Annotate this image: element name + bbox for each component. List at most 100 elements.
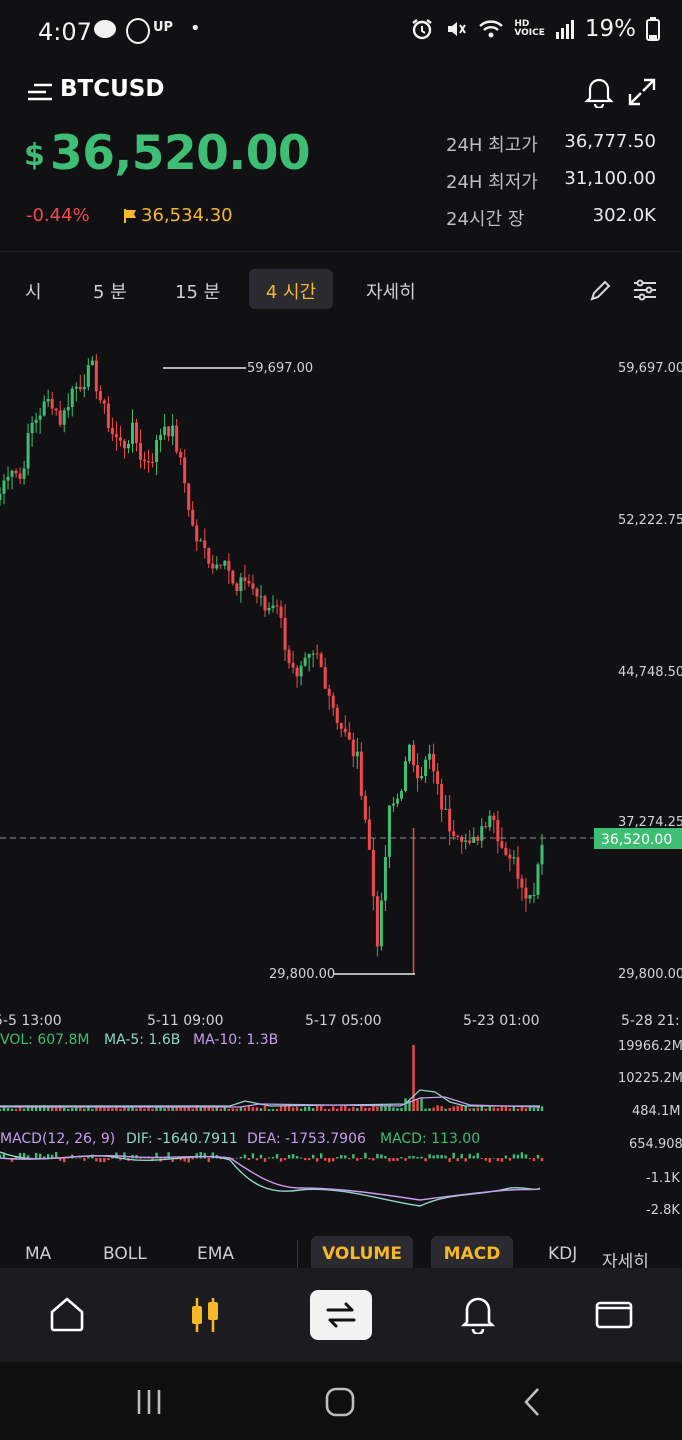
- candle-body: [74, 386, 78, 389]
- volume-bar: [247, 1105, 251, 1111]
- tab-indicator-ma[interactable]: MA: [25, 1244, 52, 1264]
- volume-bar: [95, 1105, 98, 1111]
- signal-icon: [555, 20, 574, 39]
- home-icon[interactable]: [49, 1296, 85, 1332]
- home-button-icon[interactable]: [324, 1386, 356, 1418]
- volume-bar: [179, 1106, 182, 1111]
- tab-indicator-more[interactable]: 자세히: [602, 1252, 649, 1272]
- volume-bar: [468, 1108, 471, 1111]
- tab-indicator-ema[interactable]: EMA: [197, 1244, 235, 1264]
- tab-timeframe-hour[interactable]: 시: [25, 282, 42, 303]
- volume-bar: [508, 1108, 512, 1111]
- macd-bar: [22, 1153, 26, 1159]
- candle-body: [448, 808, 452, 832]
- settings-sliders-icon[interactable]: [632, 277, 658, 303]
- volume-bar: [295, 1106, 299, 1111]
- pencil-icon[interactable]: [588, 277, 614, 303]
- macd-bar: [524, 1154, 528, 1159]
- candle-body: [183, 457, 187, 484]
- candle-body: [163, 426, 167, 435]
- vol-axis-label: 10225.2M: [618, 1071, 682, 1086]
- candle-body: [38, 415, 42, 420]
- macd-bar: [2, 1152, 6, 1159]
- candle-body: [432, 753, 436, 772]
- candle-body: [335, 707, 339, 724]
- recent-apps-icon[interactable]: [135, 1388, 163, 1416]
- macd-bar: [480, 1158, 483, 1159]
- candle-body: [46, 398, 50, 402]
- volume-bar: [392, 1107, 395, 1111]
- macd-bar: [235, 1157, 239, 1159]
- volume-bar: [332, 1106, 335, 1111]
- candle-body: [420, 776, 424, 779]
- macd-bar: [119, 1158, 122, 1161]
- macd-bar: [520, 1152, 524, 1159]
- macd-bar: [251, 1153, 255, 1159]
- volume-bar: [536, 1106, 540, 1111]
- volume-bar: [456, 1105, 459, 1111]
- tab-indicator-boll[interactable]: BOLL: [103, 1244, 147, 1264]
- macd-bar: [143, 1158, 146, 1159]
- indicator-divider: [297, 1240, 298, 1268]
- notification-bell-icon[interactable]: [460, 1294, 496, 1334]
- candle-body: [484, 826, 488, 828]
- macd-dea-line: [0, 1154, 541, 1201]
- tab-indicator-kdj[interactable]: KDJ: [548, 1244, 578, 1264]
- volume-bar: [440, 1106, 443, 1111]
- bell-icon[interactable]: [584, 76, 614, 108]
- volume-bar: [159, 1107, 162, 1111]
- candle-body: [540, 844, 544, 865]
- candle-body: [122, 440, 126, 449]
- candle-body: [171, 425, 175, 437]
- tab-timeframe-more[interactable]: 자세히: [366, 282, 416, 303]
- volume-bar: [328, 1108, 331, 1111]
- vol-axis-label: 484.1M: [632, 1104, 680, 1119]
- macd-bar: [231, 1158, 235, 1160]
- volume-bar: [151, 1108, 154, 1111]
- volume-bar: [303, 1106, 307, 1111]
- volume-bar: [336, 1108, 339, 1111]
- macd-bar: [384, 1156, 387, 1159]
- candles-icon[interactable]: [187, 1296, 223, 1334]
- macd-bar: [412, 1155, 415, 1159]
- volume-bar: [319, 1106, 323, 1111]
- volume-bar: [235, 1108, 239, 1111]
- price-chart[interactable]: 59,697.00 29,800.00 59,697.00 52,222.75 …: [0, 330, 682, 1230]
- tab-indicator-volume[interactable]: VOLUME: [311, 1236, 413, 1274]
- volume-bar: [14, 1108, 18, 1111]
- volume-bar: [520, 1106, 524, 1111]
- trade-button[interactable]: [310, 1290, 372, 1340]
- volume-bar: [67, 1108, 70, 1111]
- volume-bar: [424, 1108, 427, 1111]
- macd-bar: [452, 1152, 455, 1159]
- alarm-icon: [412, 19, 433, 40]
- volume-bar: [540, 1106, 544, 1111]
- volume-bar: [516, 1108, 520, 1111]
- candle-body: [159, 434, 163, 441]
- expand-icon[interactable]: [628, 78, 656, 106]
- macd-bar: [504, 1155, 508, 1159]
- tab-indicator-macd[interactable]: MACD: [431, 1236, 513, 1274]
- back-icon[interactable]: [520, 1386, 544, 1418]
- macd-axis-label: -1.1K: [646, 1171, 680, 1186]
- candle-body: [243, 577, 247, 581]
- volume-bar: [55, 1107, 58, 1111]
- candle-body: [130, 422, 134, 444]
- pair-title[interactable]: BTCUSD: [60, 76, 165, 102]
- volume-bar: [287, 1105, 291, 1111]
- tab-timeframe-15m[interactable]: 15 분: [175, 282, 221, 303]
- wifi-icon: [479, 20, 504, 38]
- tab-timeframe-4h[interactable]: 4 시간: [249, 269, 333, 309]
- candle-body: [403, 761, 407, 791]
- candle-body: [399, 790, 403, 799]
- wallet-icon[interactable]: [595, 1298, 633, 1330]
- volume-bar: [147, 1106, 150, 1111]
- macd-bar: [319, 1153, 323, 1159]
- menu-icon[interactable]: [28, 82, 52, 102]
- candle-body: [395, 798, 399, 804]
- volume-bar: [163, 1108, 166, 1111]
- macd-bar: [283, 1158, 287, 1161]
- candle-body: [275, 605, 279, 607]
- tab-timeframe-5m[interactable]: 5 분: [93, 282, 127, 303]
- volume-bar: [239, 1107, 243, 1111]
